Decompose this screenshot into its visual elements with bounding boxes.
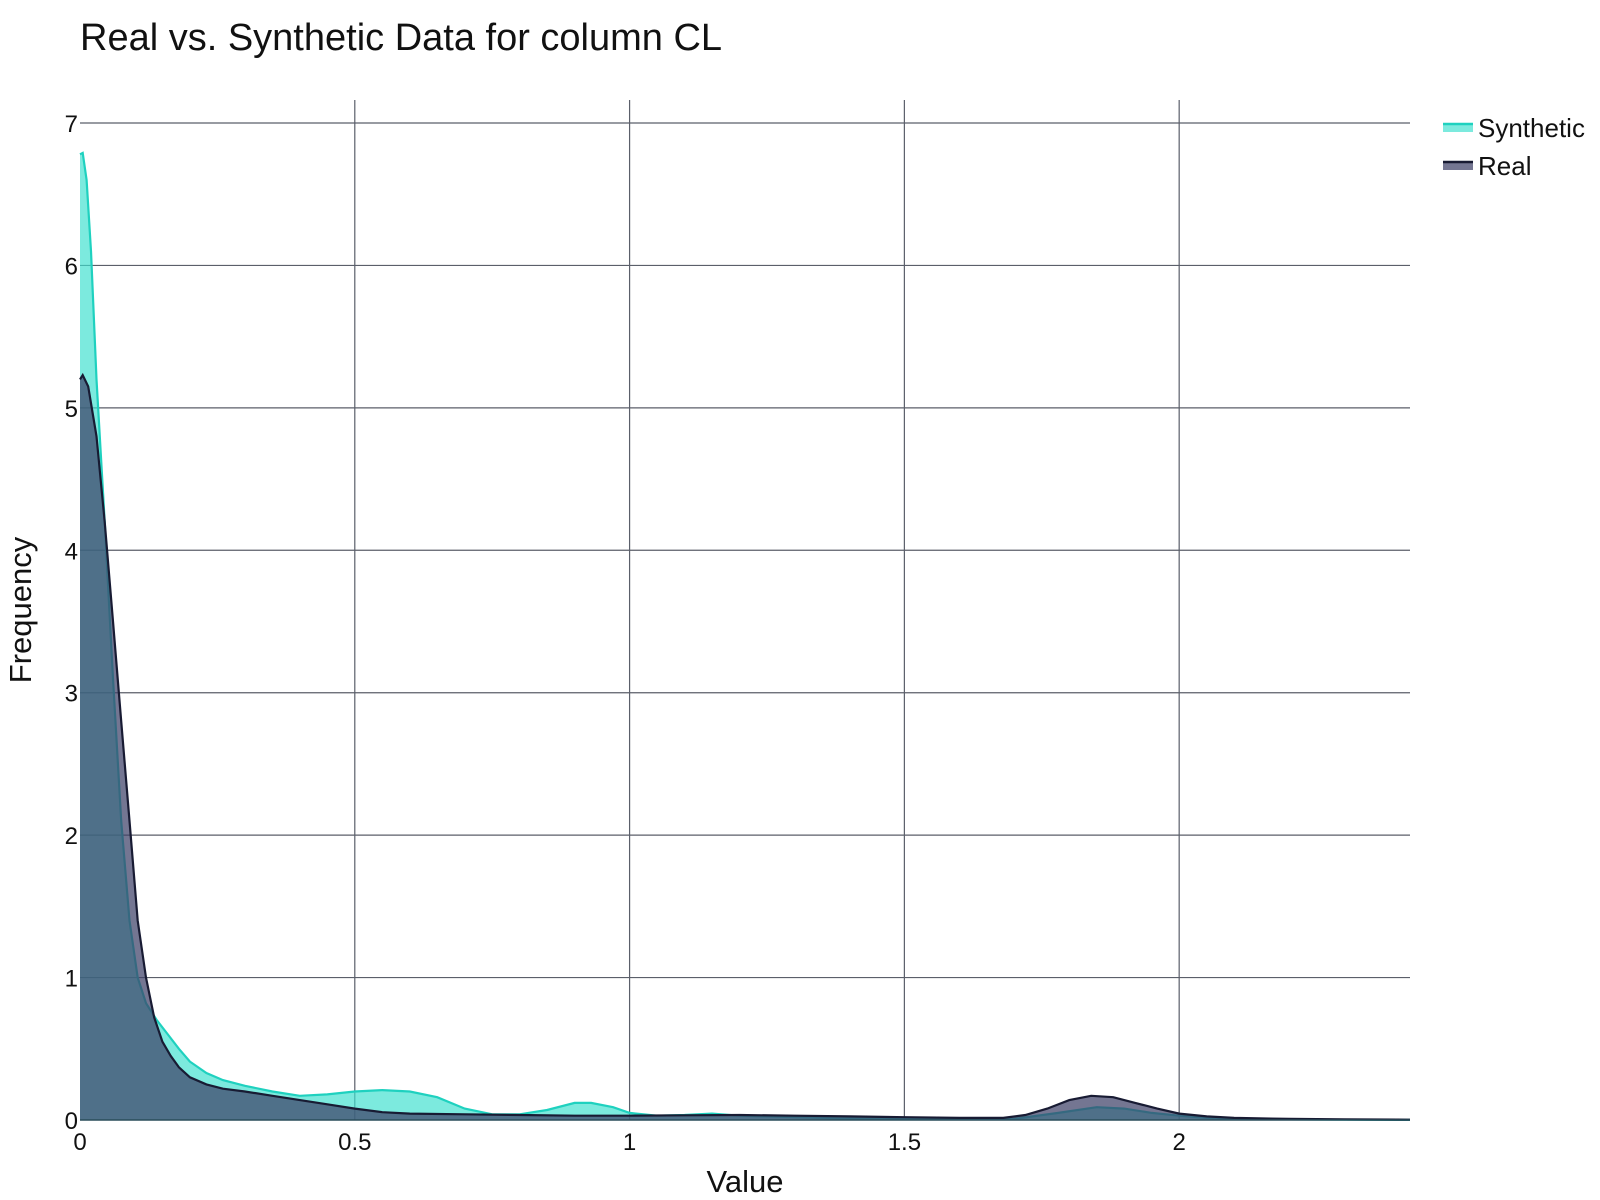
plot-areas: [79, 151, 1411, 1121]
y-tick-label: 1: [65, 966, 78, 993]
legend-swatch-synthetic: [1443, 124, 1473, 132]
chart-title: Real vs. Synthetic Data for column CL: [80, 17, 722, 59]
x-tick-label: 2: [1172, 1129, 1185, 1156]
y-tick-label: 6: [65, 253, 78, 280]
y-tick-label: 7: [65, 111, 78, 138]
y-tick-label: 0: [65, 1108, 78, 1135]
y-axis-title: Frequency: [3, 536, 38, 683]
y-tick-label: 3: [65, 681, 78, 708]
series-line-real: [79, 372, 1411, 1121]
y-tick-label: 2: [65, 823, 78, 850]
x-axis-ticks: 0 0.5 1 1.5 2: [73, 1129, 1186, 1156]
y-tick-label: 4: [65, 538, 78, 565]
area-fill-synthetic: [80, 152, 1410, 1120]
x-tick-label: 1.5: [888, 1129, 921, 1156]
legend-label-real: Real: [1478, 151, 1531, 181]
y-tick-label: 5: [65, 396, 78, 423]
legend: Synthetic Real: [1443, 113, 1585, 181]
x-tick-label: 0.5: [338, 1129, 371, 1156]
area-fill-real: [80, 375, 1410, 1121]
x-tick-label: 1: [623, 1129, 636, 1156]
x-axis-title: Value: [707, 1164, 784, 1199]
x-tick-label: 0: [73, 1129, 86, 1156]
series-line-synthetic: [79, 151, 1411, 1121]
legend-label-synthetic: Synthetic: [1478, 113, 1585, 143]
grid-lines: [80, 100, 1410, 1120]
y-axis-ticks: 0 1 2 3 4 5 6 7: [65, 111, 78, 1135]
legend-swatch-real: [1443, 162, 1473, 170]
